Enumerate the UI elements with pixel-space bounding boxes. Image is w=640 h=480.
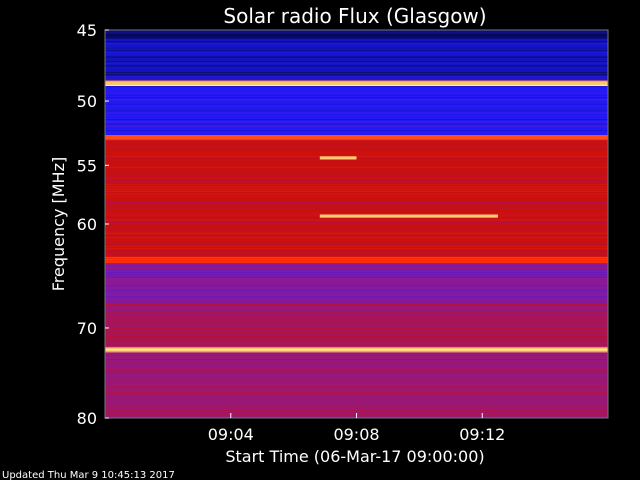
y-tick-label: 60 (77, 215, 97, 234)
band-10 (105, 352, 608, 419)
updated-timestamp: Updated Thu Mar 9 10:45:13 2017 (2, 470, 175, 480)
y-tick-label: 45 (77, 21, 97, 40)
burst-line-0 (319, 214, 498, 218)
band-6 (105, 256, 608, 264)
x-axis-label: Start Time (06-Mar-17 09:00:00) (225, 447, 484, 466)
x-axis: 09:04 09:08 09:12 (208, 413, 505, 444)
y-axis-label: Frequency [MHz] (49, 157, 68, 291)
chart-title: Solar radio Flux (Glasgow) (223, 4, 486, 28)
x-tick-label: 09:04 (208, 425, 254, 444)
burst-line-1 (319, 156, 357, 160)
y-tick-label: 80 (77, 409, 97, 428)
x-tick-label: 09:08 (333, 425, 379, 444)
x-tick-label: 09:12 (459, 425, 505, 444)
y-tick-label: 70 (77, 319, 97, 338)
spectrogram-plot (105, 30, 608, 419)
y-tick-label: 55 (77, 156, 97, 175)
y-axis: 45 50 55 60 70 80 (77, 21, 109, 428)
y-tick-label: 50 (77, 92, 97, 111)
